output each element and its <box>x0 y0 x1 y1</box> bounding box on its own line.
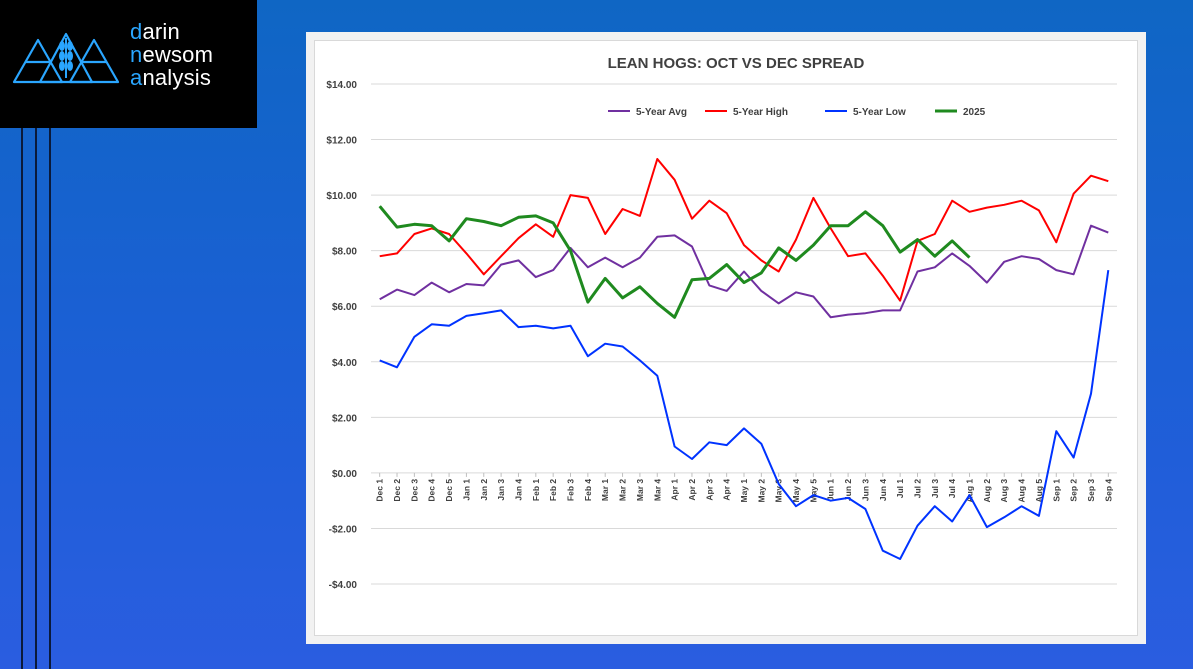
y-tick-label: $12.00 <box>326 136 357 147</box>
x-tick-label: Jul 4 <box>947 479 957 499</box>
x-tick-label: May 3 <box>774 479 784 503</box>
y-tick-label: $4.00 <box>332 358 357 369</box>
x-tick-label: Aug 5 <box>1034 479 1044 503</box>
chart-title: LEAN HOGS: OCT VS DEC SPREAD <box>608 55 865 72</box>
y-tick-label: $14.00 <box>326 80 357 91</box>
y-tick-label: -$4.00 <box>329 580 358 591</box>
x-tick-label: Mar 2 <box>618 479 628 501</box>
chart-frame: LEAN HOGS: OCT VS DEC SPREAD $14.00 $12.00… <box>306 32 1146 644</box>
x-tick-label: Sep 3 <box>1086 479 1096 502</box>
x-tick-label: Jun 2 <box>843 479 853 501</box>
series-line-5-year-high <box>379 158 1109 302</box>
decor-line-1 <box>21 128 23 669</box>
x-tick-label: Jul 2 <box>912 479 922 499</box>
x-tick-label: Feb 3 <box>566 479 576 501</box>
x-tick-label: May 5 <box>808 479 818 503</box>
y-tick-label: $2.00 <box>332 413 357 424</box>
x-tick-label: Feb 2 <box>548 479 558 501</box>
x-tick-label: Aug 2 <box>982 479 992 503</box>
x-tick-label: Mar 1 <box>600 479 610 501</box>
x-tick-label: Jun 3 <box>860 479 870 501</box>
series-line-2025 <box>378 205 971 319</box>
logo-line-3: analysis <box>130 65 212 90</box>
x-tick-label: Apr 2 <box>687 479 697 501</box>
x-tick-label: May 1 <box>739 479 749 503</box>
x-tick-label: Apr 3 <box>704 479 714 501</box>
spread-line-chart: LEAN HOGS: OCT VS DEC SPREAD $14.00 $12.00… <box>326 55 1117 591</box>
x-tick-label: Dec 4 <box>427 479 437 502</box>
x-tick-label: Jun 4 <box>878 479 888 501</box>
x-tick-label: Jan 3 <box>496 479 506 501</box>
series-line-5-year-low <box>379 269 1110 560</box>
x-tick-label: Feb 1 <box>531 479 541 501</box>
x-tick-label: Jan 1 <box>461 479 471 501</box>
series-line-5-year-avg <box>379 224 1109 319</box>
x-tick-label: Feb 4 <box>583 479 593 501</box>
x-tick-label: Sep 4 <box>1103 479 1113 502</box>
y-tick-label: $6.00 <box>332 302 357 313</box>
x-tick-label: Sep 1 <box>1051 479 1061 502</box>
x-tick-label: Mar 3 <box>635 479 645 501</box>
x-tick-label: Aug 3 <box>999 479 1009 503</box>
x-tick-label: Dec 1 <box>375 479 385 502</box>
legend-label: 5-Year High <box>733 107 788 118</box>
x-tick-label: Dec 5 <box>444 479 454 502</box>
x-tick-label: Sep 2 <box>1069 479 1079 502</box>
logo-line-2: newsom <box>130 42 214 67</box>
y-tick-label: $8.00 <box>332 247 357 258</box>
x-tick-label: Apr 1 <box>670 479 680 501</box>
x-tick-label: May 2 <box>756 479 766 503</box>
logo-wordmark: darin newsom analysis <box>130 20 213 89</box>
legend-label: 2025 <box>963 107 986 118</box>
decor-line-3 <box>49 128 51 669</box>
x-tick-label: Jan 4 <box>513 479 523 501</box>
y-tick-label: $0.00 <box>332 469 357 480</box>
x-tick-label: Jan 2 <box>479 479 489 501</box>
x-tick-label: Aug 4 <box>1017 479 1027 503</box>
decor-line-2 <box>35 128 37 669</box>
x-tick-label: Dec 2 <box>392 479 402 502</box>
x-tick-label: Apr 4 <box>722 479 732 501</box>
logo-line-1: darin <box>130 19 180 44</box>
legend-label: 5-Year Avg <box>636 107 687 118</box>
x-tick-label: Aug 1 <box>965 479 975 503</box>
x-tick-label: May 4 <box>791 479 801 503</box>
y-tick-label: $10.00 <box>326 191 357 202</box>
x-tick-label: Jun 1 <box>826 479 836 501</box>
logo-panel: darin newsom analysis <box>0 0 257 128</box>
x-tick-label: Dec 3 <box>409 479 419 502</box>
mountain-wheat-logo-icon <box>12 32 120 84</box>
legend-label: 5-Year Low <box>853 107 906 118</box>
chart-area: LEAN HOGS: OCT VS DEC SPREAD $14.00 $12.00… <box>314 40 1138 636</box>
x-tick-label: Mar 4 <box>652 479 662 501</box>
y-tick-label: -$2.00 <box>329 524 358 535</box>
x-tick-label: Jul 3 <box>930 479 940 499</box>
x-tick-label: Jul 1 <box>895 479 905 499</box>
